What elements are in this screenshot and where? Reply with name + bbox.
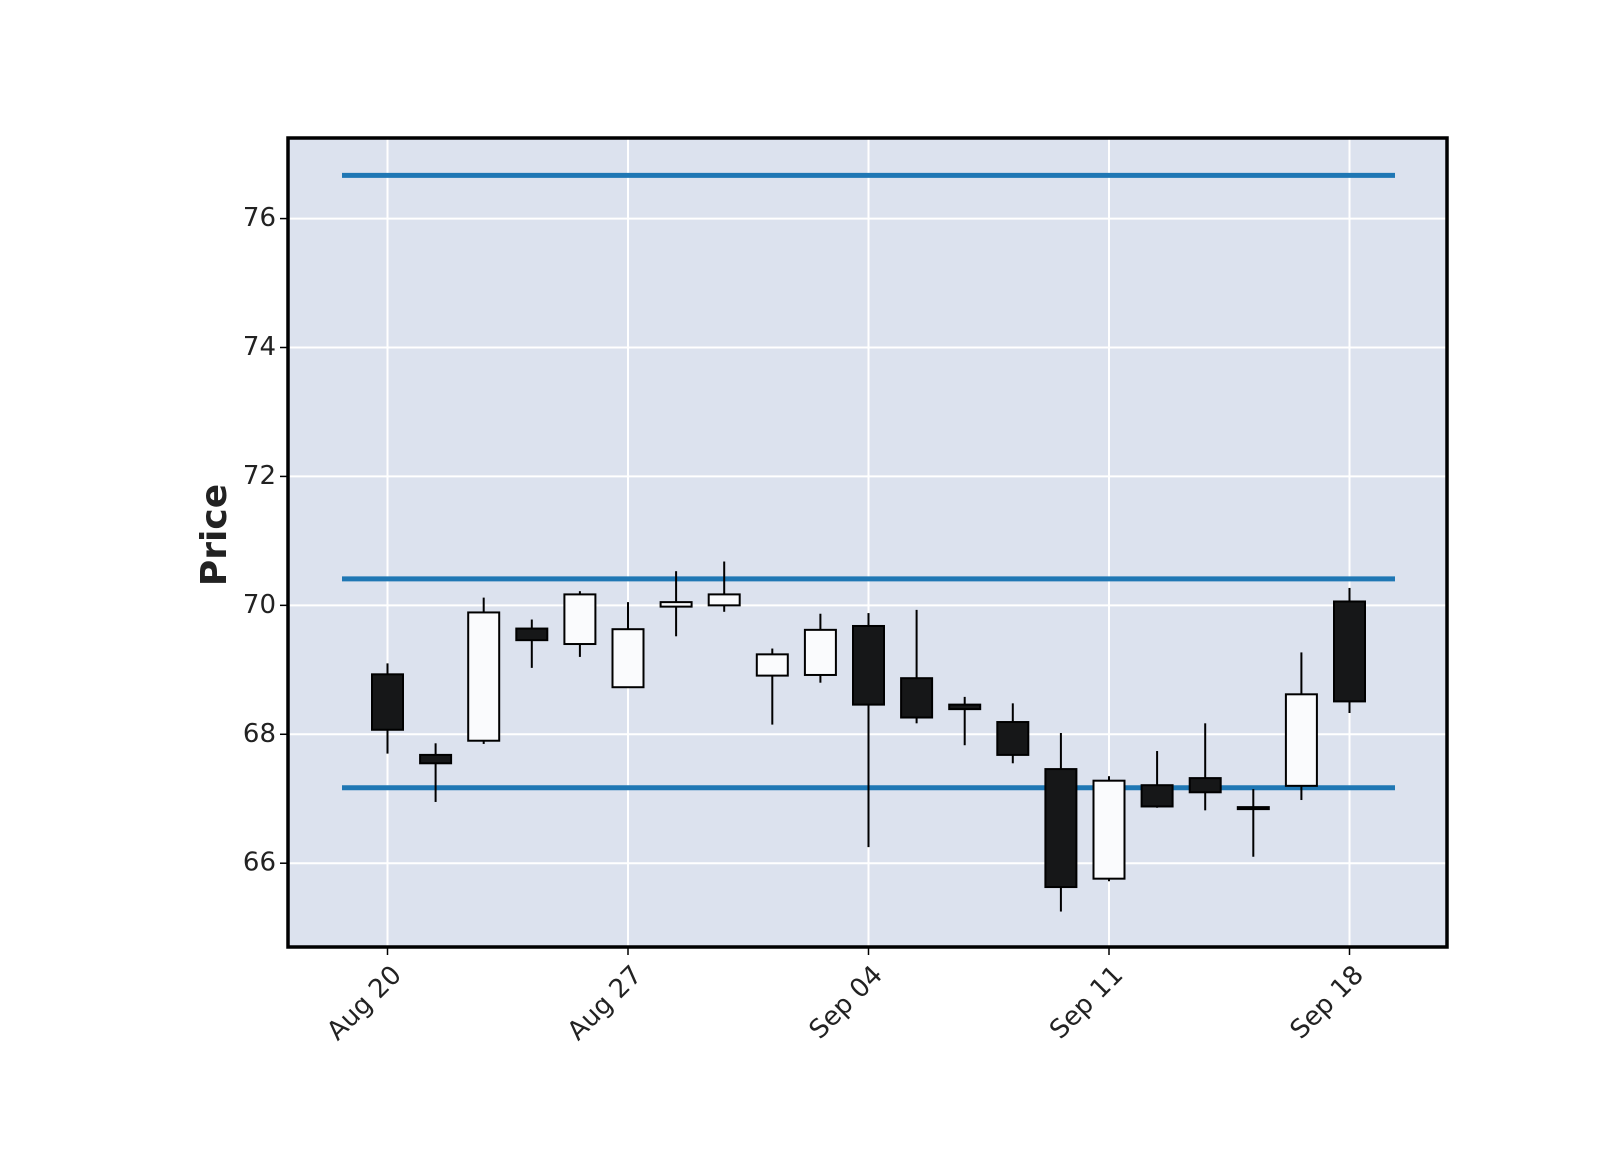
candle xyxy=(996,703,1030,764)
x-tick-label: Aug 27 xyxy=(562,960,648,1046)
candle-body-up xyxy=(563,593,597,646)
candle xyxy=(852,613,885,848)
candle xyxy=(515,619,549,668)
candle xyxy=(1044,732,1078,912)
y-tick-label: 76 xyxy=(243,203,276,233)
x-tick-label: Sep 11 xyxy=(1044,960,1129,1045)
candle-body-up xyxy=(467,611,501,742)
candle xyxy=(755,648,789,725)
candle-body-up xyxy=(611,628,645,689)
candle-body-down xyxy=(419,753,453,765)
candle xyxy=(707,561,741,612)
candle xyxy=(371,663,404,754)
candle-body-down xyxy=(1044,768,1078,889)
candle-body-up xyxy=(659,601,693,608)
candle xyxy=(948,696,982,746)
candle-body-down xyxy=(900,677,934,719)
y-tick-label: 72 xyxy=(243,461,276,491)
candle-body-down xyxy=(1333,600,1366,703)
candle-body-down xyxy=(1140,784,1174,808)
candle xyxy=(1333,587,1366,714)
candle xyxy=(659,571,693,637)
y-tick-label: 70 xyxy=(243,590,276,620)
candle-body-down xyxy=(371,673,404,731)
candle-body-down xyxy=(1236,806,1270,811)
y-axis-title: Price xyxy=(194,484,235,586)
candle xyxy=(419,743,453,802)
candle-body-down xyxy=(1188,777,1222,794)
candle xyxy=(1236,789,1270,857)
y-tick-label: 74 xyxy=(243,332,276,362)
candle-body-up xyxy=(1092,779,1126,880)
candle-body-down xyxy=(515,627,549,642)
candle xyxy=(900,609,934,724)
candle xyxy=(467,597,501,744)
candle-body-up xyxy=(707,593,741,607)
candle xyxy=(1140,751,1174,808)
x-tick-label: Sep 18 xyxy=(1285,960,1370,1045)
candle-body-up xyxy=(755,653,789,677)
candle xyxy=(1284,652,1318,801)
candle xyxy=(803,613,837,683)
candle xyxy=(1188,723,1222,811)
candles xyxy=(371,561,1366,912)
candle-body-up xyxy=(803,628,837,676)
candle-body-up xyxy=(1284,693,1318,787)
y-tick-label: 66 xyxy=(243,848,276,878)
candle-body-down xyxy=(948,703,982,711)
candle xyxy=(611,602,645,689)
y-tick-label: 68 xyxy=(243,719,276,749)
x-axis-ticks: Aug 20 Aug 27 Sep 04 Sep 11 Sep 18 xyxy=(321,947,1370,1046)
candle-body-down xyxy=(852,624,885,706)
plot-frame xyxy=(286,136,1449,949)
x-tick-label: Sep 04 xyxy=(804,960,889,1045)
candle xyxy=(563,591,597,657)
x-tick-label: Aug 20 xyxy=(321,960,407,1046)
y-axis-ticks: 66 68 70 72 74 76 xyxy=(243,203,288,878)
candle xyxy=(1092,776,1126,882)
candle-body-down xyxy=(996,721,1030,756)
